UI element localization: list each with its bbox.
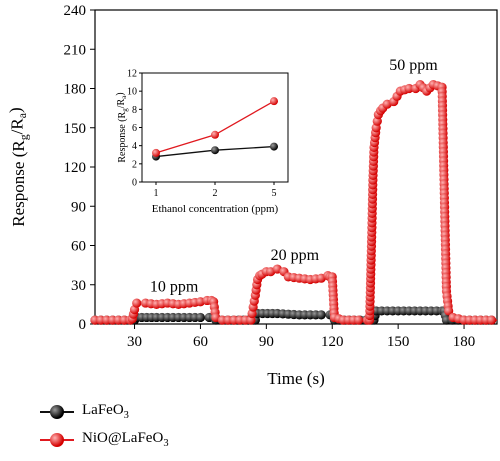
legend-label-nio: NiO@LaFeO3 — [82, 430, 169, 449]
inset-y-tick-label: 6 — [132, 123, 137, 134]
x-tick-label: 90 — [259, 334, 274, 350]
inset-y-tick-label: 8 — [132, 105, 137, 116]
x-tick-label: 120 — [321, 334, 344, 350]
y-tick-label: 120 — [64, 160, 87, 176]
inset-data-point-lafeo3 — [211, 146, 219, 155]
data-point-nio — [486, 315, 497, 325]
inset-y-tick-label: 12 — [127, 69, 137, 80]
x-tick-label: 180 — [453, 334, 476, 350]
legend-marker-nio — [40, 432, 74, 447]
concentration-label: 50 ppm — [389, 57, 438, 74]
data-point-nio — [132, 298, 142, 308]
concentration-label: 10 ppm — [150, 278, 199, 295]
data-point-lafeo3 — [316, 310, 326, 320]
inset-x-tick-label: 5 — [272, 188, 277, 199]
inset-x-axis-title: Ethanol concentration (ppm) — [152, 203, 279, 215]
inset-y-tick-label: 0 — [132, 178, 137, 189]
inset-x-tick-label: 1 — [154, 188, 159, 199]
x-tick-label: 150 — [387, 334, 410, 350]
legend-marker-lafeo3 — [40, 404, 74, 419]
data-point-nio — [354, 315, 364, 325]
concentration-label: 20 ppm — [271, 247, 320, 264]
inset-y-tick-label: 4 — [132, 141, 137, 152]
data-point-nio — [444, 306, 454, 316]
legend-label-lafeo3: LaFeO3 — [82, 402, 129, 421]
inset-data-point-lafeo3 — [270, 142, 278, 151]
inset-data-point-nio — [152, 148, 160, 157]
y-tick-label: 90 — [71, 199, 86, 215]
inset-data-point-nio — [270, 97, 278, 106]
inset-x-tick-label: 2 — [213, 188, 218, 199]
y-tick-label: 210 — [64, 42, 87, 58]
y-axis-title: Response (Rg/Ra) — [6, 107, 31, 226]
y-tick-label: 180 — [64, 82, 87, 98]
legend-item-nio: NiO@LaFeO3 — [40, 430, 169, 449]
inset-y-tick-label: 2 — [132, 159, 137, 170]
x-tick-label: 30 — [127, 334, 142, 350]
inset-y-tick-label: 10 — [127, 87, 137, 98]
y-tick-label: 30 — [71, 278, 86, 294]
y-tick-label: 150 — [64, 121, 87, 137]
legend-item-lafeo3: LaFeO3 — [40, 402, 129, 421]
y-tick-label: 240 — [64, 3, 87, 19]
inset-data-point-nio — [211, 130, 219, 139]
inset-y-axis-title: Response (Rg/Ra) — [115, 92, 129, 162]
x-axis-title: Time (s) — [267, 369, 324, 388]
data-point-lafeo3 — [195, 312, 206, 323]
data-point-nio — [404, 83, 414, 94]
x-tick-label: 60 — [193, 334, 208, 350]
y-tick-label: 60 — [71, 239, 86, 255]
y-tick-label: 0 — [79, 317, 87, 333]
